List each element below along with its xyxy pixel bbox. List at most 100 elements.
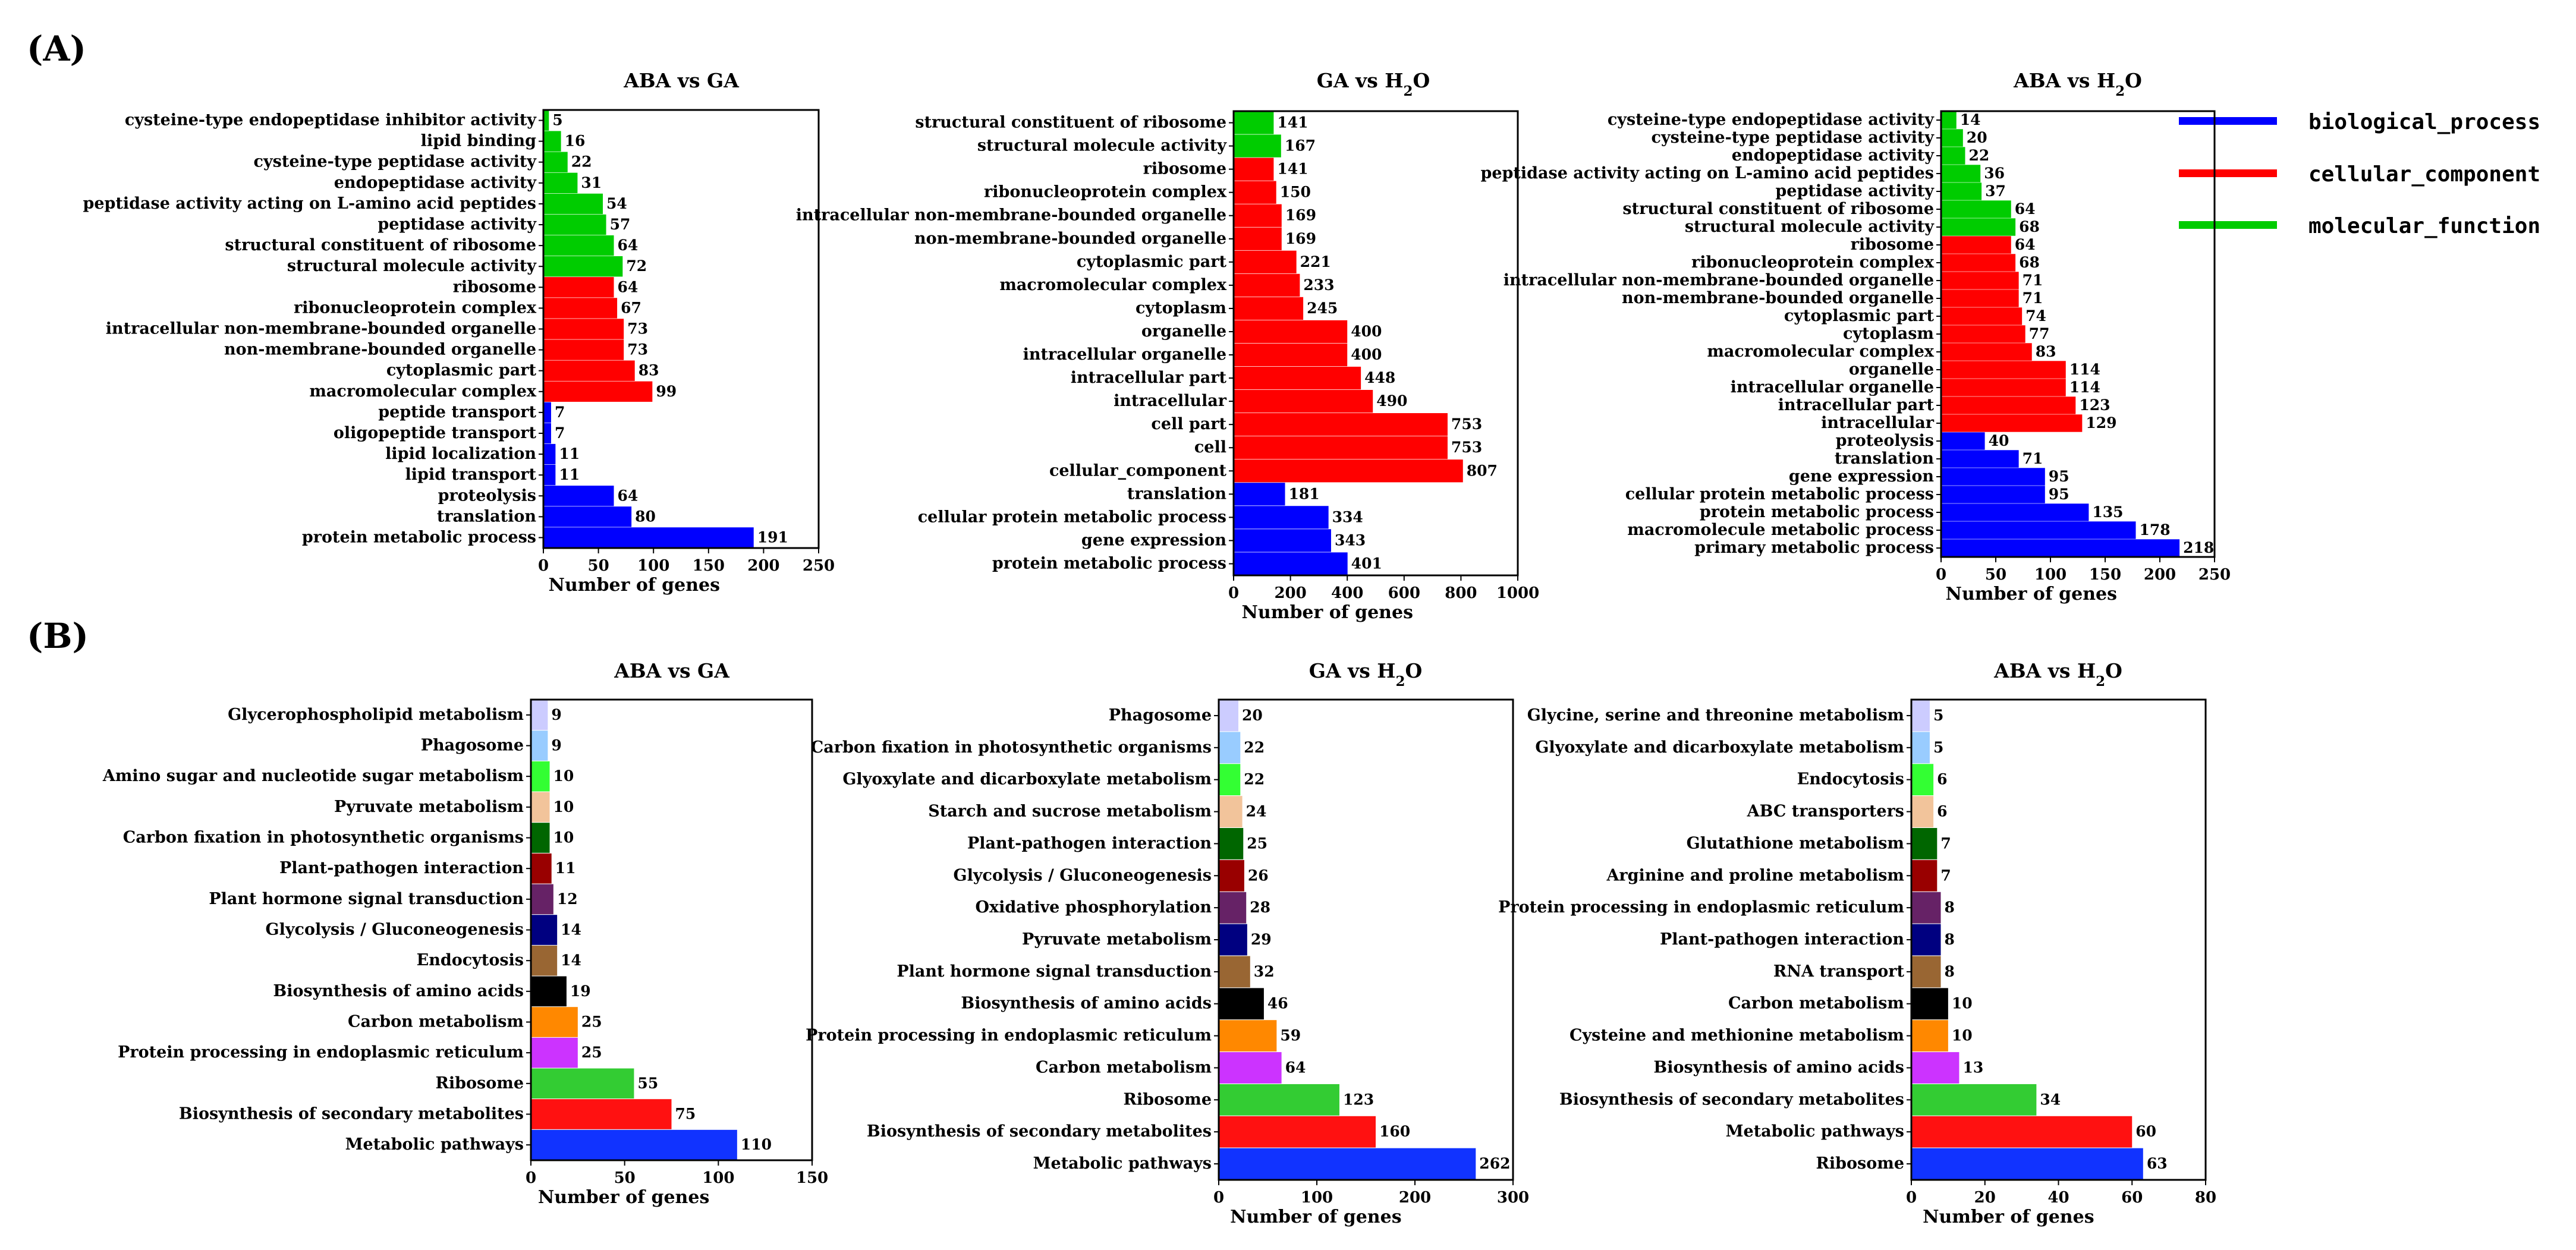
value-label: 64 [2015, 236, 2036, 253]
x-axis-label: Number of genes [1923, 1207, 2094, 1227]
category-label: Ribosome [1123, 1090, 1212, 1109]
x-tick-label: 50 [588, 557, 609, 575]
value-label: 8 [1945, 899, 1955, 916]
category-label: intracellular [1821, 414, 1935, 432]
chart-4: ABA vs GA Glycerophospholipid metabolism 9… [102, 659, 828, 1208]
category-label: Carbon metabolism [1728, 994, 1904, 1013]
bar [543, 235, 614, 256]
value-label: 5 [1933, 739, 1943, 756]
category-label: translation [1835, 449, 1935, 468]
category-label: intracellular non-membrane-bounded organ… [796, 206, 1226, 225]
value-label: 73 [627, 341, 648, 358]
value-label: 167 [1285, 137, 1316, 155]
category-label: protein metabolic process [302, 528, 536, 546]
value-label: 123 [1343, 1091, 1374, 1108]
value-label: 11 [559, 445, 580, 462]
x-tick-label: 150 [693, 557, 725, 575]
chart-title: ABA vs GA [614, 659, 729, 682]
bar [531, 761, 550, 792]
value-label: 490 [1376, 392, 1407, 410]
legend-label-molecular-function: molecular_function [2308, 214, 2540, 238]
value-label: 37 [1985, 182, 2006, 200]
category-label: Biosynthesis of secondary metabolites [867, 1122, 1212, 1141]
value-label: 160 [1379, 1123, 1410, 1140]
category-label: Metabolic pathways [1033, 1154, 1212, 1173]
category-label: cytoplasm [1843, 325, 1934, 343]
bar [1911, 892, 1941, 924]
bar [1219, 859, 1244, 892]
category-label: intracellular non-membrane-bounded organ… [106, 320, 536, 338]
category-label: ribosome [1143, 160, 1226, 178]
category-label: protein metabolic process [1700, 503, 1934, 521]
value-label: 343 [1335, 531, 1366, 549]
x-tick-label: 100 [1301, 1189, 1333, 1207]
category-label: cytoplasm [1136, 299, 1226, 317]
category-label: structural molecule activity [977, 137, 1227, 155]
legend-swatch-molecular-function [2179, 221, 2277, 229]
x-tick-label: 50 [1985, 566, 2006, 584]
value-label: 32 [1254, 963, 1275, 980]
category-label: ABC transporters [1747, 802, 1904, 821]
x-tick-label: 200 [747, 557, 779, 575]
bar [1234, 343, 1348, 367]
value-label: 22 [571, 153, 592, 171]
category-label: non-membrane-bounded organelle [914, 229, 1226, 248]
value-label: 5 [552, 112, 562, 129]
bar [1234, 227, 1282, 250]
value-label: 14 [1960, 111, 1981, 128]
category-label: endopeptidase activity [334, 174, 537, 192]
bar [1941, 432, 1985, 450]
bar [1219, 732, 1241, 764]
value-label: 83 [2036, 343, 2056, 360]
bar [531, 976, 567, 1007]
bar [543, 172, 578, 194]
category-label: Glycolysis / Gluconeogenesis [954, 866, 1212, 884]
bar [1219, 1052, 1282, 1084]
bar [543, 214, 606, 235]
category-label: ribonucleoprotein complex [984, 183, 1227, 201]
value-label: 77 [2029, 325, 2050, 342]
bar [1219, 796, 1243, 827]
category-label: Protein processing in endoplasmic reticu… [806, 1027, 1212, 1045]
value-label: 7 [1940, 835, 1951, 852]
category-label: RNA transport [1773, 962, 1905, 981]
bar [1234, 413, 1448, 436]
bar [1219, 988, 1264, 1020]
category-label: gene expression [1081, 531, 1226, 549]
value-label: 71 [2023, 450, 2043, 467]
value-label: 60 [2135, 1123, 2156, 1140]
value-label: 5 [1933, 707, 1943, 724]
value-label: 150 [1280, 184, 1311, 201]
value-label: 71 [2023, 272, 2043, 289]
value-label: 135 [2092, 503, 2123, 521]
category-label: translation [437, 507, 537, 525]
category-label: cysteine-type peptidase activity [1652, 128, 1935, 147]
category-label: macromolecular complex [309, 382, 537, 401]
category-label: macromolecular complex [1707, 342, 1935, 361]
bar [1219, 892, 1247, 924]
plot-frame [1940, 110, 2216, 558]
bar [531, 792, 550, 823]
x-tick-label: 200 [1274, 584, 1306, 602]
category-label: intracellular part [1071, 369, 1227, 387]
bar [1219, 1148, 1476, 1180]
category-label: Biosynthesis of amino acids [1653, 1058, 1904, 1076]
value-label: 11 [559, 466, 580, 483]
x-tick-label: 800 [1445, 584, 1477, 602]
category-label: Oxidative phosphorylation [975, 898, 1212, 917]
category-label: structural constituent of ribosome [225, 236, 536, 254]
value-label: 169 [1285, 207, 1316, 224]
value-label: 68 [2019, 218, 2040, 235]
x-tick-label: 100 [637, 557, 669, 575]
category-label: Plant hormone signal transduction [897, 962, 1212, 981]
category-label: macromolecular complex [999, 276, 1227, 294]
value-label: 14 [561, 952, 581, 969]
value-label: 40 [1989, 432, 2009, 449]
chart-title: ABA vs GA [623, 69, 739, 92]
category-label: macromolecule metabolic process [1627, 521, 1934, 539]
x-tick-label: 400 [1331, 584, 1363, 602]
value-label: 10 [553, 767, 574, 785]
bar [1911, 988, 1948, 1020]
value-label: 64 [1285, 1059, 1306, 1076]
